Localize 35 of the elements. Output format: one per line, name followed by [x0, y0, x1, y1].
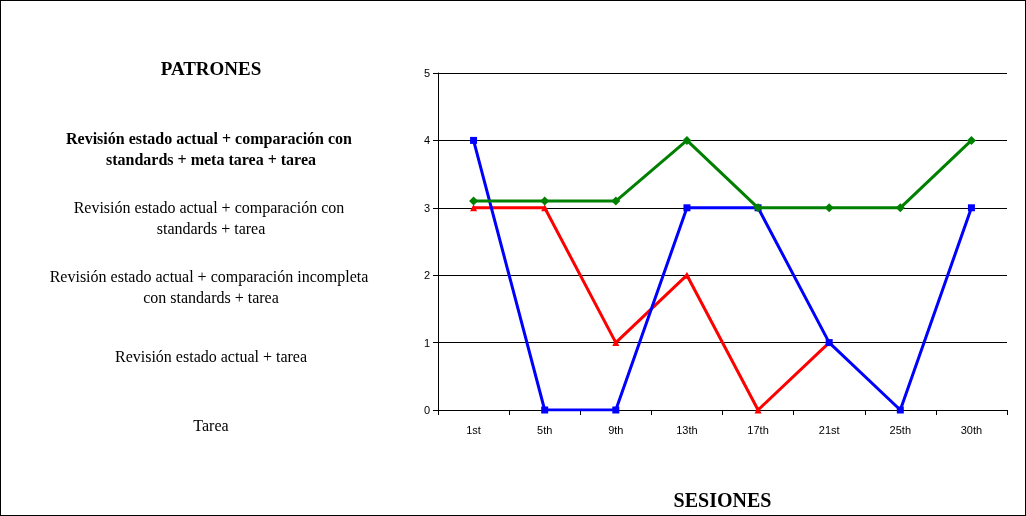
y-tick-label: 4: [423, 134, 430, 147]
text: Revisión estado actual + tarea: [114, 347, 308, 365]
y-tick-label: 3: [423, 201, 430, 214]
point: [896, 406, 904, 414]
point: [470, 136, 478, 144]
x-tick-label: 13th: [676, 423, 698, 436]
x-tick-label: 25th: [889, 423, 912, 436]
point: [470, 204, 478, 212]
x-tick-label: 5th: [537, 423, 553, 436]
point: [612, 406, 620, 414]
y-tick-label: 2: [423, 269, 430, 282]
point: [754, 406, 762, 414]
point: [682, 135, 692, 145]
point: [966, 135, 976, 145]
text: Revisión estado actual + comparación incompleta con standards + tarea: [49, 268, 373, 306]
x-tick-label: 30th: [960, 423, 983, 436]
text: PATRONES: [160, 57, 262, 79]
point: [895, 203, 905, 213]
point: [683, 204, 691, 212]
x-axis-title: SESIONES: [673, 489, 772, 511]
text: Revisión estado actual + comparación con standards + meta tarea + tarea: [66, 130, 356, 168]
text: Revisión estado actual + comparación con standards + tarea: [73, 199, 349, 237]
y-tick-label: 5: [423, 67, 430, 79]
x-tick-label: 17th: [747, 423, 769, 436]
text: Tarea: [193, 416, 229, 434]
point: [541, 406, 549, 414]
x-tick-label: 1st: [466, 423, 481, 436]
x-tick-label: 21st: [818, 423, 840, 436]
x-tick-label: 9th: [608, 423, 624, 436]
point: [611, 196, 621, 206]
y-tick-label: 1: [423, 336, 430, 349]
point: [612, 339, 620, 347]
point: [967, 204, 975, 212]
y-tick-label: 0: [423, 404, 430, 416]
point: [824, 203, 834, 213]
